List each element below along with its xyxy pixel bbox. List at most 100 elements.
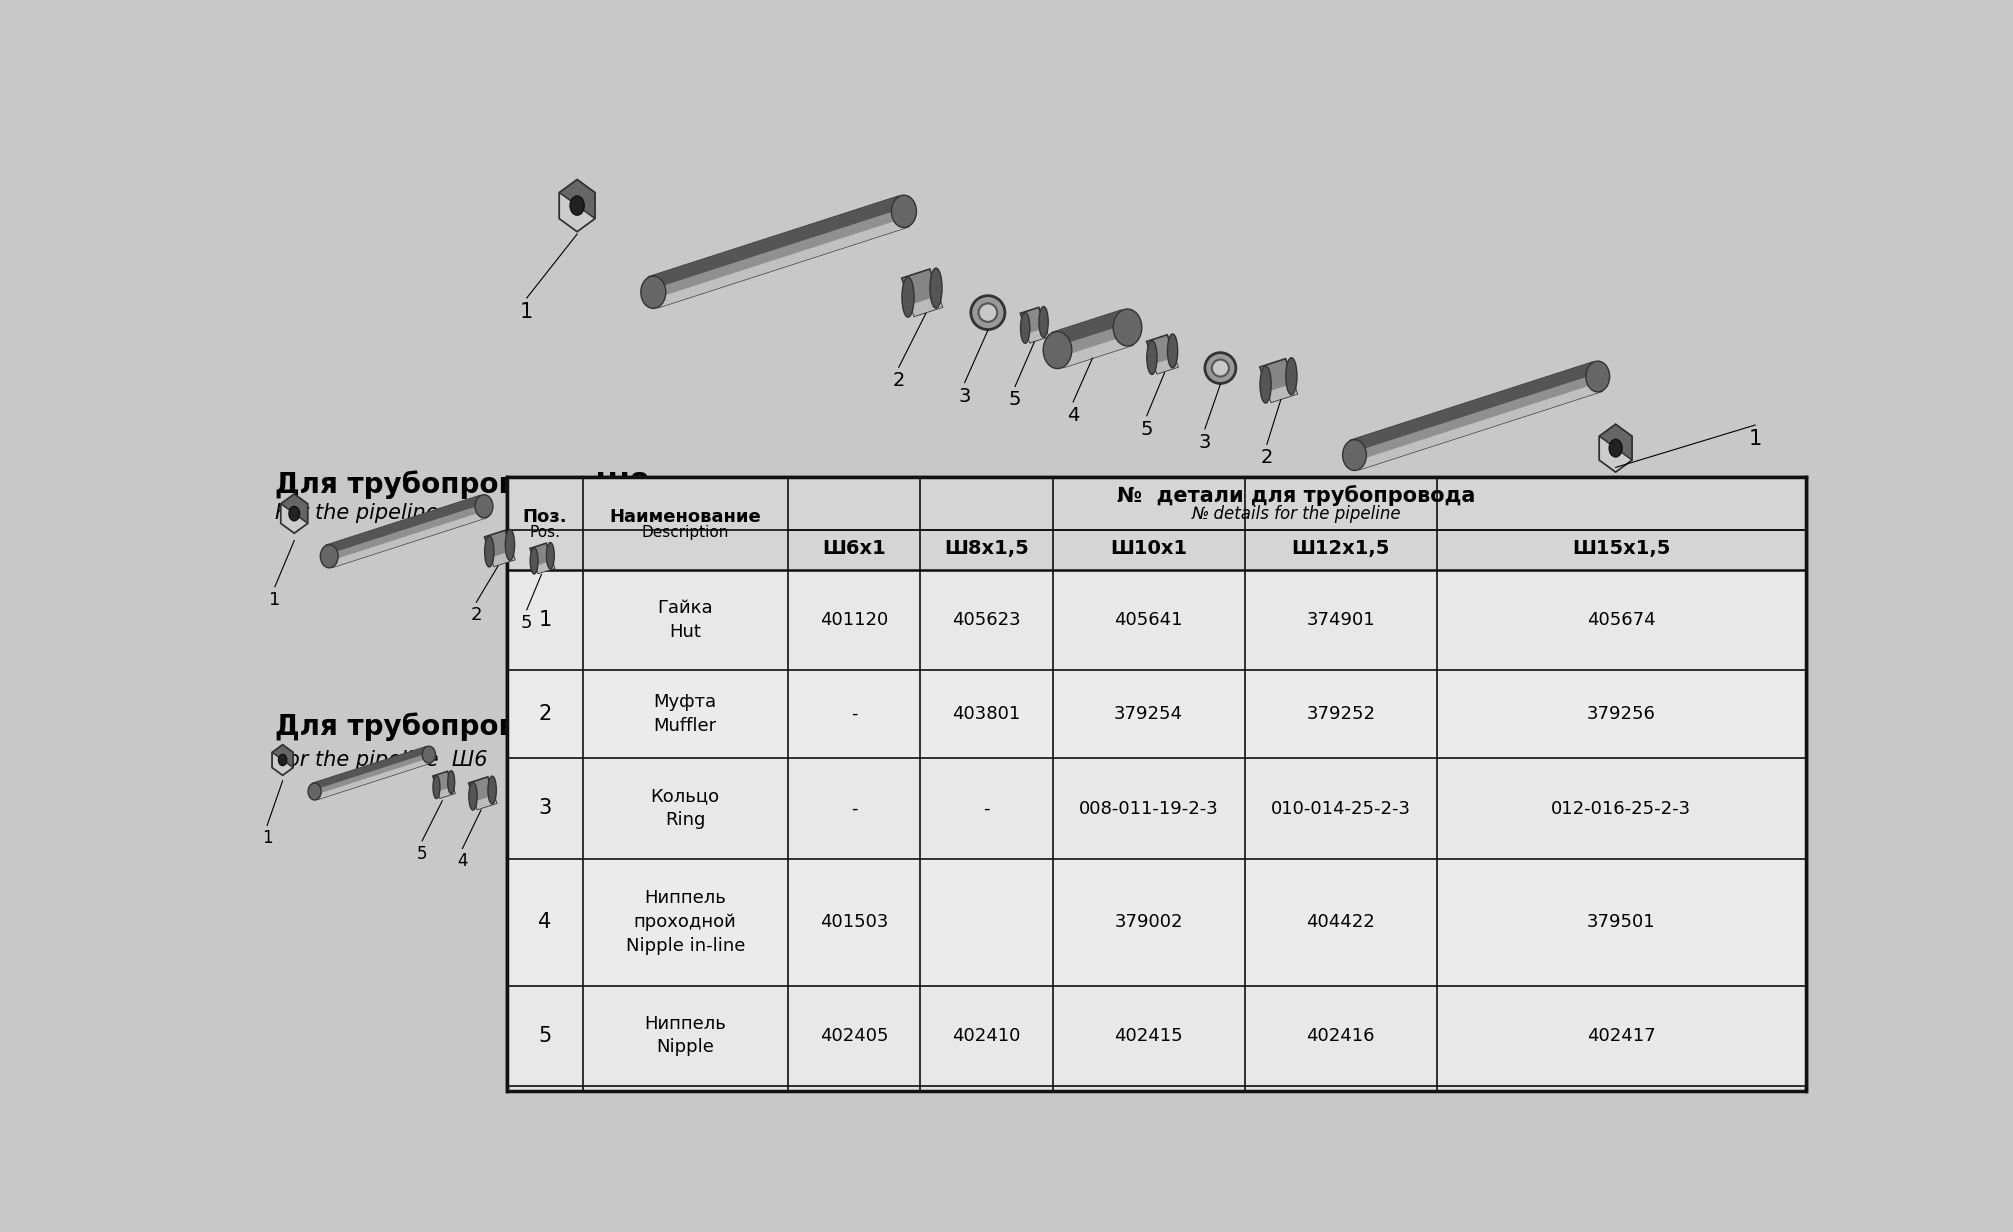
Text: Pos.: Pos. [529,525,560,541]
Text: 379252: 379252 [1306,705,1375,723]
Ellipse shape [505,530,515,561]
Ellipse shape [1343,440,1367,471]
Ellipse shape [1586,361,1610,392]
Ellipse shape [447,771,455,793]
Text: 3: 3 [958,387,970,405]
Polygon shape [491,551,515,567]
Bar [507,477,1806,569]
Polygon shape [439,787,455,798]
Ellipse shape [290,506,300,521]
Text: 405641: 405641 [1115,611,1184,628]
Text: Ниппель
Nipple: Ниппель Nipple [644,1015,727,1057]
Text: 379256: 379256 [1586,705,1655,723]
Polygon shape [648,196,904,290]
Text: Муфта
Muffler: Муфта Muffler [654,694,717,736]
Polygon shape [902,269,942,317]
Text: Наименование: Наименование [610,509,761,526]
Text: 3: 3 [537,798,552,818]
Ellipse shape [930,269,942,308]
Text: Для трубопровода  Ш8: Для трубопровода Ш8 [276,471,648,499]
Polygon shape [326,495,487,567]
Text: 402417: 402417 [1586,1026,1655,1045]
Text: Поз.: Поз. [523,509,568,526]
Text: 402415: 402415 [1115,1026,1184,1045]
Text: Description: Description [642,525,729,541]
Text: 008-011-19-2-3: 008-011-19-2-3 [1079,800,1218,818]
Polygon shape [529,543,554,573]
Text: For the pipeline  Ш8: For the pipeline Ш8 [276,503,487,524]
Ellipse shape [1286,357,1296,394]
Text: 379254: 379254 [1113,705,1184,723]
Ellipse shape [1021,313,1031,344]
Text: 2: 2 [471,606,483,623]
Text: Ш15х1,5: Ш15х1,5 [1572,538,1671,558]
Bar [507,759,1806,859]
Ellipse shape [570,196,584,216]
Text: Гайка
Нut: Гайка Нut [658,599,713,641]
Polygon shape [282,494,308,533]
Text: Ш8х1,5: Ш8х1,5 [944,538,1029,558]
Text: Ш12х1,5: Ш12х1,5 [1292,538,1389,558]
Text: 2: 2 [1260,448,1272,467]
Text: № details for the pipeline: № details for the pipeline [1192,505,1401,524]
Polygon shape [282,494,308,524]
Ellipse shape [1147,340,1157,375]
Polygon shape [656,218,910,308]
Polygon shape [1059,335,1133,367]
Ellipse shape [1113,309,1141,346]
Text: 1: 1 [519,302,533,322]
Polygon shape [560,180,596,232]
Polygon shape [272,745,294,775]
Text: 403801: 403801 [952,705,1021,723]
Polygon shape [1268,383,1296,402]
Ellipse shape [1039,307,1049,338]
Text: 402410: 402410 [952,1026,1021,1045]
Circle shape [1212,360,1228,377]
Circle shape [1206,352,1236,383]
Text: 405623: 405623 [952,611,1021,628]
Polygon shape [312,747,429,790]
Text: 1: 1 [537,610,552,630]
Text: 379002: 379002 [1115,913,1184,931]
Text: 1: 1 [262,829,272,848]
Polygon shape [316,758,431,800]
Text: 3: 3 [1198,432,1212,452]
Text: Для трубопровода  Ш6: Для трубопровода Ш6 [276,712,648,740]
Text: 402416: 402416 [1306,1026,1375,1045]
Ellipse shape [475,495,493,517]
Ellipse shape [902,277,914,317]
Ellipse shape [892,195,916,228]
Polygon shape [1051,310,1127,346]
Text: Ш6х1: Ш6х1 [821,538,886,558]
Text: 379501: 379501 [1586,913,1655,931]
Text: 4: 4 [457,853,467,870]
Text: 5: 5 [521,614,533,632]
Ellipse shape [546,542,554,569]
Text: 404422: 404422 [1306,913,1375,931]
Polygon shape [1357,382,1602,469]
Text: -: - [982,800,990,818]
Text: 5: 5 [417,845,427,862]
Ellipse shape [1260,366,1270,403]
Polygon shape [326,495,483,554]
Polygon shape [282,504,308,533]
Text: 4: 4 [1067,405,1079,425]
Text: 5: 5 [1141,420,1153,439]
Text: 1: 1 [270,590,280,609]
Bar [507,859,1806,986]
Text: №  детали для трубопровода: № детали для трубопровода [1117,485,1476,506]
Text: -: - [851,705,858,723]
Text: 010-014-25-2-3: 010-014-25-2-3 [1270,800,1411,818]
Text: 5: 5 [1009,391,1021,409]
Ellipse shape [308,784,322,800]
Text: 5: 5 [537,1026,552,1046]
Bar [507,569,1806,670]
Polygon shape [1351,362,1602,469]
Polygon shape [272,753,294,775]
Polygon shape [485,530,515,567]
Polygon shape [1153,357,1178,373]
Text: For the pipeline  Ш6: For the pipeline Ш6 [276,750,487,770]
Polygon shape [910,296,942,317]
Text: -: - [851,800,858,818]
Text: Ш10х1: Ш10х1 [1109,538,1188,558]
